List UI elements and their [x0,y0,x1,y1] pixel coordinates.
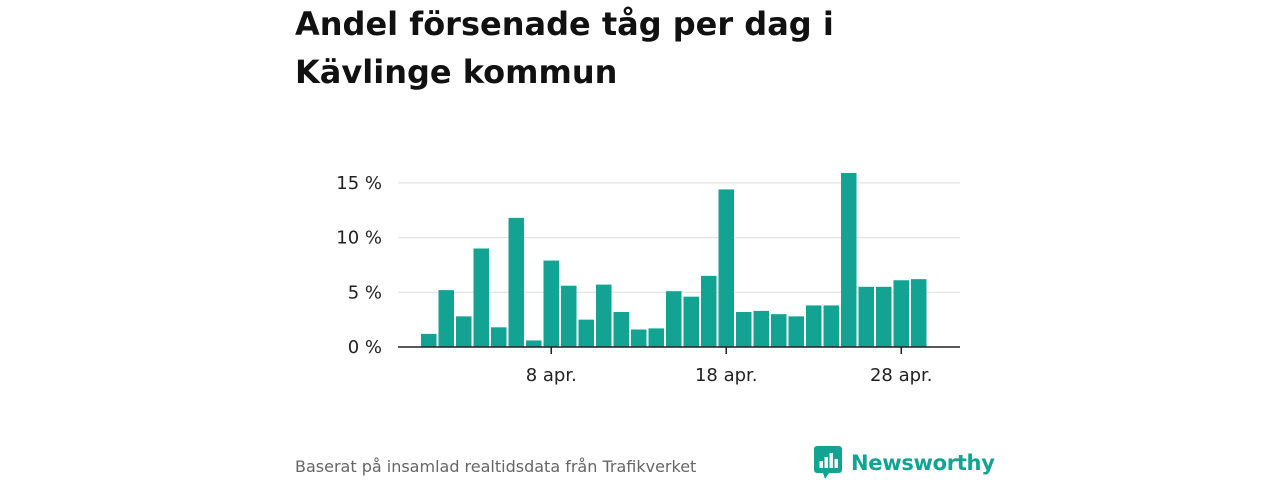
bar[interactable] [438,290,455,347]
source-note: Baserat på insamlad realtidsdata från Tr… [295,457,697,476]
bar[interactable] [596,284,612,347]
bar[interactable] [631,329,647,347]
y-tick-label: 10 % [336,228,382,249]
bar-layer [421,173,927,347]
bar[interactable] [508,217,525,347]
bar[interactable] [473,248,490,347]
bar[interactable] [753,310,770,347]
bar[interactable] [893,280,910,347]
bar[interactable] [771,314,787,347]
bar[interactable] [858,286,875,347]
bar[interactable] [526,340,542,347]
x-tick-label: 8 apr. [526,365,577,386]
bar[interactable] [648,328,665,347]
newsworthy-logo-icon [814,446,842,479]
bar[interactable] [491,327,507,347]
label-layer: 0 % 5 % 10 % 15 % 8 apr. 18 apr. 28 apr. [336,173,932,386]
bar[interactable] [718,189,735,347]
bar[interactable] [561,285,577,347]
bar[interactable] [823,305,840,347]
bar[interactable] [578,319,595,347]
x-tick-label: 28 apr. [870,365,933,386]
y-tick-label: 15 % [336,173,382,194]
y-tick-label: 0 % [348,337,382,358]
bar[interactable] [456,316,472,347]
bar[interactable] [613,311,630,347]
bar[interactable] [736,311,752,347]
y-tick-label: 5 % [348,282,382,303]
chart-title: Andel försenade tåg per dag i Kävlinge k… [295,5,834,91]
bar[interactable] [841,173,857,347]
bar[interactable] [666,291,682,347]
brand-name: Newsworthy [851,451,995,475]
axis-layer [398,346,960,354]
bar[interactable] [421,333,437,347]
bar[interactable] [876,286,892,347]
bar[interactable] [683,296,700,347]
bar[interactable] [806,305,822,347]
bar[interactable] [911,279,927,347]
newsworthy-logo[interactable]: Newsworthy [814,446,995,480]
bar[interactable] [701,275,717,347]
x-tick-label: 18 apr. [695,365,758,386]
bar[interactable] [788,316,805,347]
bar[interactable] [543,260,560,347]
